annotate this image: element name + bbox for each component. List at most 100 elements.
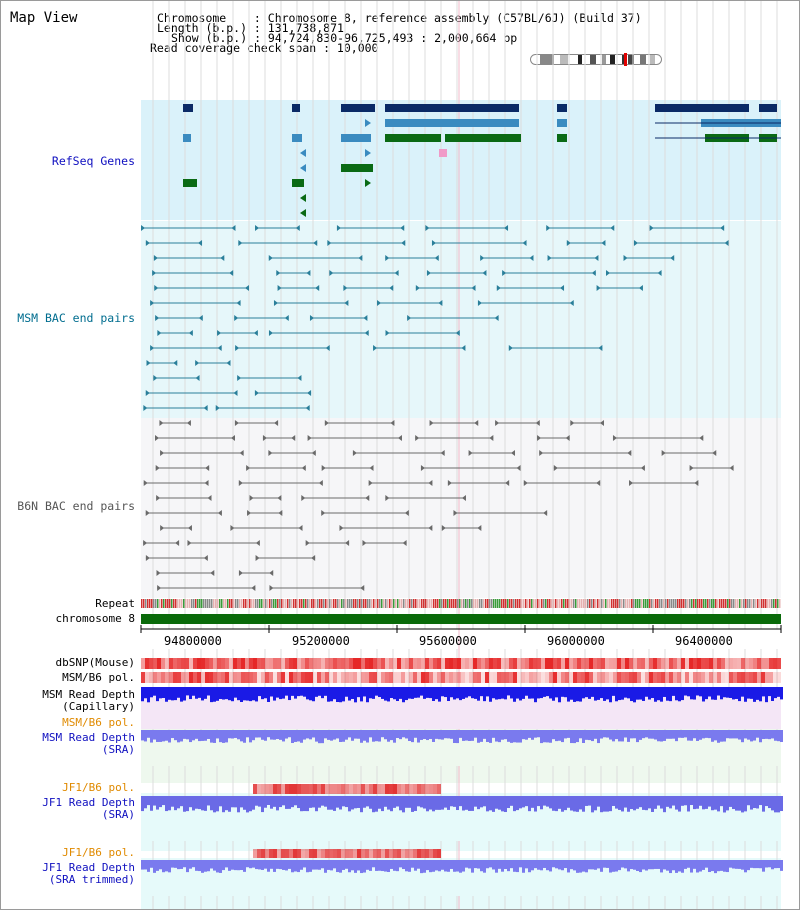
depth-bar: [681, 687, 684, 701]
depth-bar: [285, 860, 288, 871]
depth-bar: [525, 730, 528, 740]
depth-bar: [690, 687, 693, 700]
heat-cell: [741, 672, 745, 683]
depth-bar: [300, 796, 303, 812]
depth-bar: [468, 796, 471, 811]
depth-bar: [654, 860, 657, 869]
msm-bac-end: [244, 285, 249, 291]
repeat-mark: [373, 599, 375, 608]
repeat-mark: [743, 599, 745, 608]
depth-bar: [456, 687, 459, 699]
depth-bar: [366, 730, 369, 743]
repeat-mark: [209, 599, 211, 608]
depth-bar: [435, 730, 438, 739]
depth-bar: [201, 687, 204, 701]
depth-bar: [780, 687, 783, 700]
depth-bar: [186, 796, 189, 812]
depth-bar: [282, 730, 285, 742]
depth-bar: [693, 796, 696, 810]
gene-feature: [341, 104, 375, 112]
depth-bar: [639, 687, 642, 700]
msm-bac-end: [215, 405, 220, 411]
chromosome-ideogram[interactable]: [530, 53, 664, 67]
depth-bar: [660, 860, 663, 873]
heat-cell: [629, 672, 633, 683]
depth-bar: [513, 796, 516, 812]
heat-cell: [405, 784, 409, 794]
depth-bar: [213, 796, 216, 813]
b6n-bac-end: [537, 435, 542, 441]
heat-cell: [713, 672, 717, 683]
depth-bar: [615, 796, 618, 809]
repeat-mark: [445, 599, 447, 608]
gene-arrow: [300, 149, 306, 157]
repeat-mark: [235, 599, 237, 608]
repeat-mark: [495, 599, 497, 608]
depth-bar: [618, 860, 621, 871]
repeat-mark: [757, 599, 759, 608]
msm-bac-track-bg: [141, 221, 781, 418]
depth-bar: [711, 860, 714, 872]
repeat-mark: [407, 599, 409, 608]
b6n-bac-end: [207, 495, 212, 501]
heat-cell: [333, 849, 337, 858]
depth-bar: [729, 687, 732, 698]
depth-bar: [729, 730, 732, 739]
heat-cell: [529, 658, 533, 669]
depth-bar: [543, 730, 546, 743]
depth-bar: [402, 860, 405, 870]
depth-bar: [306, 687, 309, 700]
depth-bar: [573, 687, 576, 702]
depth-bar: [459, 687, 462, 701]
msm-bac-end: [154, 285, 159, 291]
repeat-mark: [175, 599, 177, 608]
depth-bar: [354, 796, 357, 809]
heat-cell: [337, 784, 341, 794]
heat-cell: [357, 849, 361, 858]
heat-cell: [501, 672, 505, 683]
repeat-mark: [383, 599, 385, 608]
length-info: Length (b.p.) : 131,738,871: [157, 21, 344, 35]
depth-bar: [168, 860, 171, 873]
heat-cell: [505, 658, 509, 669]
depth-bar: [165, 687, 168, 702]
heat-cell: [301, 658, 305, 669]
depth-bar: [147, 730, 150, 738]
msm-bac-end: [400, 225, 405, 231]
depth-bar: [447, 860, 450, 872]
repeat-mark: [601, 599, 603, 608]
gene-feature: [385, 119, 519, 127]
repeat-mark: [253, 599, 255, 608]
depth-bar: [453, 730, 456, 744]
heat-cell: [385, 658, 389, 669]
msm-bac-end: [220, 255, 225, 261]
repeat-mark: [179, 599, 181, 608]
depth-bar: [558, 730, 561, 741]
depth-bar: [240, 860, 243, 871]
depth-bar: [351, 730, 354, 741]
depth-bar: [321, 796, 324, 806]
heat-cell: [173, 672, 177, 683]
heat-cell: [533, 672, 537, 683]
depth-bar: [216, 730, 219, 739]
depth-bar: [690, 860, 693, 873]
depth-bar: [762, 796, 765, 812]
msm-bac-end: [415, 285, 420, 291]
heat-cell: [653, 658, 657, 669]
depth-bar: [294, 730, 297, 742]
depth-bar: [303, 796, 306, 812]
heat-cell: [481, 658, 485, 669]
depth-bar: [441, 796, 444, 810]
repeat-mark: [323, 599, 325, 608]
depth-bar: [210, 860, 213, 869]
msm-bac-end: [143, 405, 148, 411]
heat-cell: [317, 658, 321, 669]
msm-bac-end: [276, 270, 281, 276]
depth-bar: [390, 796, 393, 812]
repeat-mark: [573, 599, 575, 608]
repeat-mark: [289, 599, 291, 608]
heat-cell: [341, 784, 345, 794]
depth-bar: [309, 796, 312, 808]
depth-bar: [264, 796, 267, 808]
